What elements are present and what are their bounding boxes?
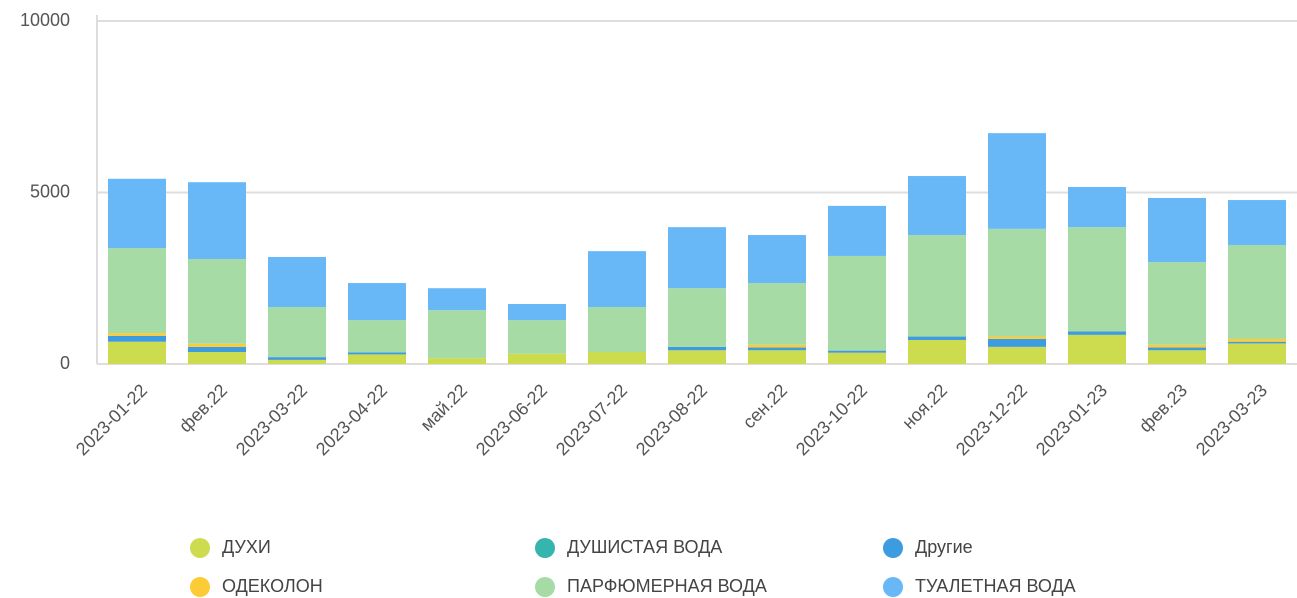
x-tick-label: 2023-04-22 — [312, 380, 391, 459]
x-tick-label: 2023-08-22 — [632, 380, 711, 459]
bar-segment — [348, 354, 406, 364]
legend-label: ТУАЛЕТНАЯ ВОДА — [915, 576, 1076, 596]
x-tick-label: сен.22 — [739, 380, 791, 432]
bar-segment — [668, 346, 726, 351]
bar-segment — [1148, 350, 1206, 364]
x-tick-label: 2023-03-22 — [232, 380, 311, 459]
bar-segment — [188, 343, 246, 347]
legend-swatch — [190, 577, 210, 597]
x-tick-label: фев.22 — [175, 380, 231, 436]
bar-segment — [428, 358, 486, 364]
bar-segment — [748, 350, 806, 364]
bar-segment — [108, 248, 166, 334]
y-tick-label: 10000 — [20, 10, 70, 30]
bar-segment — [588, 351, 646, 364]
bar-segment — [908, 336, 966, 340]
x-tick-label: 2023-07-22 — [552, 380, 631, 459]
legend-swatch — [883, 538, 903, 558]
bar-segment — [1228, 338, 1286, 342]
bar-segment — [108, 333, 166, 336]
bar-segment — [828, 352, 886, 364]
bar-segment — [508, 353, 566, 364]
bar-segment — [988, 133, 1046, 229]
bar-segment — [1148, 347, 1206, 351]
bar-segment — [348, 352, 406, 355]
bar-segment — [428, 288, 486, 311]
bar-segment — [188, 259, 246, 344]
bar-segment — [188, 351, 246, 364]
y-tick-label: 0 — [60, 353, 70, 373]
x-tick-label: ноя.22 — [898, 380, 951, 433]
bar-segment — [108, 341, 166, 364]
bar-segment — [908, 339, 966, 364]
bar-segment — [1068, 227, 1126, 332]
y-tick-label: 5000 — [30, 181, 70, 201]
legend-swatch — [190, 538, 210, 558]
bar-segment — [988, 336, 1046, 339]
bar-segment — [268, 307, 326, 358]
bar-segment — [668, 350, 726, 364]
bar-segment — [908, 235, 966, 337]
legend-label: ПАРФЮМЕРНАЯ ВОДА — [567, 576, 767, 596]
bar-segment — [268, 359, 326, 364]
bar-segment — [1068, 187, 1126, 228]
legend-label: ОДЕКОЛОН — [222, 576, 323, 596]
bar-segment — [748, 344, 806, 348]
bar-segment — [1148, 262, 1206, 345]
bar-segment — [1228, 341, 1286, 344]
x-tick-label: 2023-01-23 — [1032, 380, 1111, 459]
bar-segment — [828, 205, 886, 256]
x-tick-label: май.22 — [416, 380, 471, 435]
x-tick-label: фев.23 — [1135, 380, 1191, 436]
bar-segment — [428, 310, 486, 359]
legend-swatch — [535, 577, 555, 597]
bar-segment — [1228, 200, 1286, 245]
bar-segment — [668, 288, 726, 347]
bar-segment — [828, 255, 886, 351]
bar-segment — [1228, 343, 1286, 364]
bar-segment — [348, 283, 406, 321]
bar-segment — [1068, 331, 1126, 335]
bar-segment — [268, 357, 326, 360]
bar-segment — [1148, 197, 1206, 263]
x-tick-label: 2023-01-22 — [72, 380, 151, 459]
bar-segment — [828, 350, 886, 353]
bar-segment — [988, 338, 1046, 347]
bar-segment — [748, 235, 806, 284]
legend-label: ДУШИСТАЯ ВОДА — [567, 537, 722, 557]
bar-segment — [908, 176, 966, 236]
bar-segment — [588, 307, 646, 352]
bar-segment — [108, 335, 166, 342]
bar-segment — [188, 346, 246, 352]
bar-segment — [1068, 334, 1126, 364]
x-tick-label: 2023-10-22 — [792, 380, 871, 459]
legend-swatch — [883, 577, 903, 597]
bar-segment — [508, 320, 566, 354]
bar-segment — [668, 227, 726, 289]
bar-segment — [348, 320, 406, 353]
bar-segment — [748, 347, 806, 351]
bar-segment — [108, 178, 166, 249]
bar-segment — [508, 303, 566, 321]
legend-label: ДУХИ — [222, 537, 271, 557]
bar-segment — [748, 283, 806, 345]
legend-label: Другие — [915, 537, 973, 557]
x-tick-label: 2023-12-22 — [952, 380, 1031, 459]
x-tick-label: 2023-06-22 — [472, 380, 551, 459]
legend-swatch — [535, 538, 555, 558]
bar-segment — [588, 251, 646, 308]
bar-segment — [188, 182, 246, 260]
x-tick-label: 2023-03-23 — [1192, 380, 1271, 459]
bar-segment — [268, 256, 326, 308]
bar-segment — [988, 228, 1046, 337]
bar-segment — [988, 346, 1046, 364]
bar-segment — [1228, 244, 1286, 339]
bar-segment — [1148, 344, 1206, 348]
